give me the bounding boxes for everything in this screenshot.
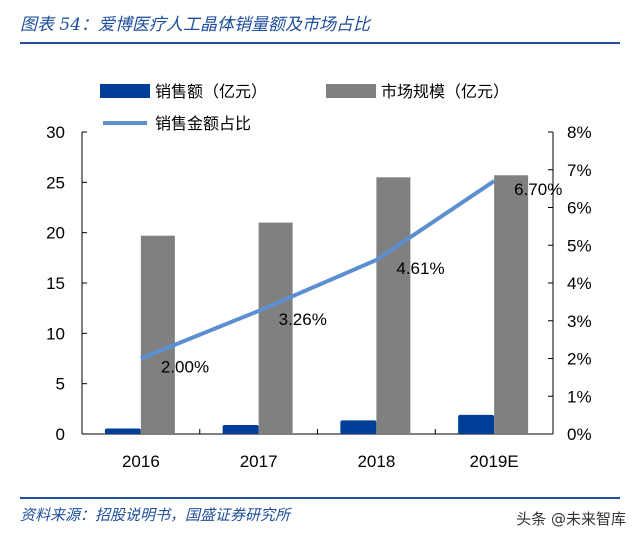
left-tick-label: 30 [46, 123, 65, 142]
bar-market [258, 222, 293, 434]
legend-label-market: 市场规模（亿元） [381, 83, 509, 101]
data-label: 2.00% [161, 358, 209, 377]
data-label: 6.70% [514, 180, 562, 199]
right-tick-label: 5% [567, 236, 592, 255]
left-tick-label: 10 [46, 324, 65, 343]
data-label: 4.61% [396, 259, 444, 278]
legend-label-ratio: 销售金额占比 [155, 115, 251, 133]
legend-label-sales: 销售额（亿元） [155, 83, 267, 101]
left-tick-label: 20 [46, 224, 65, 243]
bar-sales [340, 420, 377, 434]
right-tick-label: 2% [567, 350, 592, 369]
x-tick-label: 2017 [240, 452, 278, 471]
x-tick-label: 2019E [470, 452, 519, 471]
bar-sales [222, 424, 259, 434]
title-divider [20, 42, 620, 44]
right-tick-label: 6% [567, 199, 592, 218]
right-tick-label: 3% [567, 312, 592, 331]
bar-market [376, 177, 411, 435]
chart-svg: 0 5 10 15 20 25 30 0% 1% 2% 3% 4% 5% 6% 7% 8% 2016 2017 20… [46, 83, 592, 471]
bar-market [494, 175, 529, 434]
bar-market [140, 235, 175, 434]
line-ratio [140, 179, 496, 361]
bar-sales [458, 414, 495, 434]
right-tick-label: 4% [567, 274, 592, 293]
left-tick-label: 0 [56, 425, 65, 444]
right-tick-label: 7% [567, 161, 592, 180]
figure-title: 图表 54：爱博医疗人工晶体销量额及市场占比 [20, 15, 371, 35]
left-tick-label: 5 [56, 375, 65, 394]
left-tick-label: 15 [46, 274, 65, 293]
x-tick-label: 2018 [357, 452, 395, 471]
source-note: 资料来源：招股说明书，国盛证券研究所 [20, 506, 291, 524]
right-tick-label: 0% [567, 425, 592, 444]
data-label: 3.26% [279, 310, 327, 329]
x-tick-label: 2016 [122, 452, 160, 471]
left-tick-label: 25 [46, 173, 65, 192]
legend-swatch-sales [100, 84, 150, 98]
source-divider [20, 497, 620, 499]
legend-swatch-market [326, 84, 376, 98]
bar-sales [104, 428, 141, 434]
right-tick-label: 1% [567, 387, 592, 406]
watermark-logo: 头条 @未来智库 [516, 510, 626, 528]
right-tick-label: 8% [567, 123, 592, 142]
